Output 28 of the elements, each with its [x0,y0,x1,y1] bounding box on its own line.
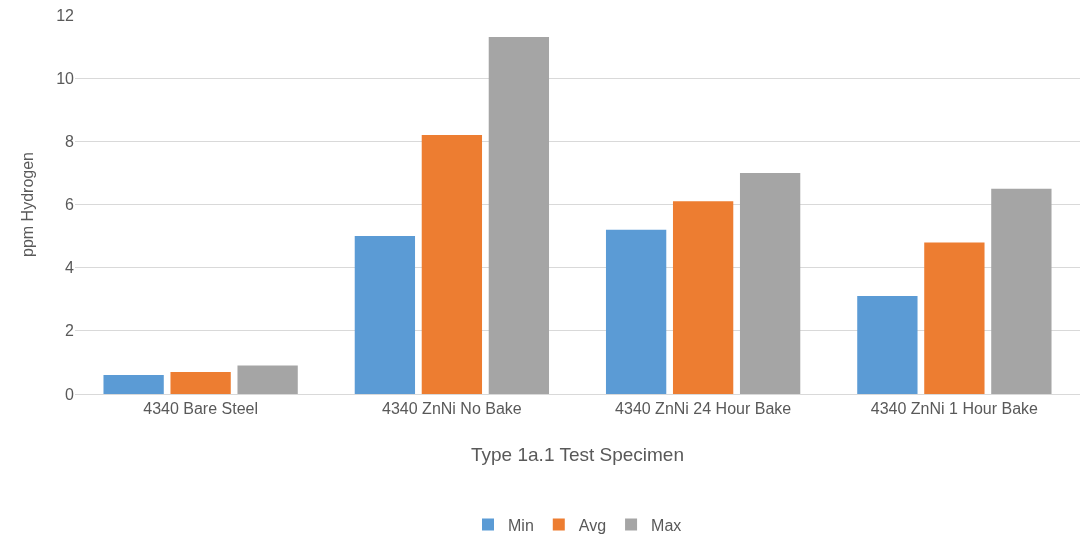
legend-label: Max [651,516,682,534]
y-tick-label: 0 [65,385,75,403]
y-axis-title: ppm Hydrogen [19,152,36,257]
bar [924,242,985,394]
x-tick-label: 4340 Bare Steel [143,400,259,418]
bar [237,365,298,394]
x-axis-title: Type 1a.1 Test Specimen [471,444,684,465]
x-tick-label: 4340 ZnNi 24 Hour Bake [615,400,792,418]
legend-label: Min [508,516,534,534]
bar [672,201,734,394]
y-tick-label: 10 [56,69,75,87]
bar [421,135,483,394]
y-tick-label: 4 [65,259,75,277]
bar [488,37,550,394]
bar [857,296,918,394]
x-tick-label: 4340 ZnNi No Bake [382,400,522,418]
y-tick-label: 12 [56,6,75,24]
x-tick-label: 4340 ZnNi 1 Hour Bake [870,400,1039,418]
y-tick-label: 8 [65,132,75,150]
y-tick-label: 2 [65,322,75,340]
bar [991,188,1052,394]
bar [354,236,416,394]
legend-label: Avg [578,516,607,534]
bar [103,375,164,394]
bar [170,371,231,394]
bar [605,229,667,394]
bar [739,172,801,394]
y-tick-label: 6 [65,196,75,214]
